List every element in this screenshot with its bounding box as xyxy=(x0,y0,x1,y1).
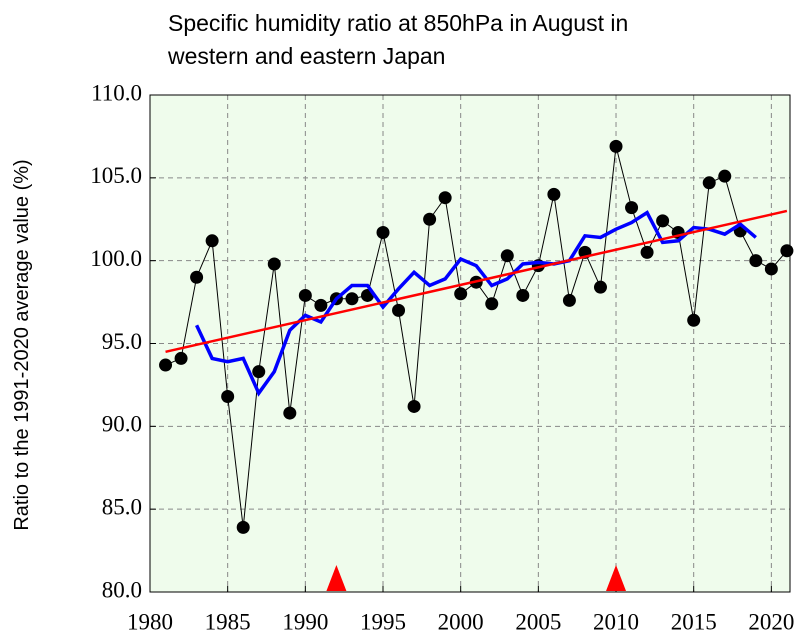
data-point xyxy=(640,245,654,259)
y-axis-label: Ratio to the 1991-2020 average value (%) xyxy=(11,159,33,530)
data-point xyxy=(407,399,421,413)
data-point xyxy=(236,520,250,534)
x-tick-label: 2015 xyxy=(671,609,717,634)
y-tick-label: 80.0 xyxy=(102,577,142,602)
y-tick-label: 105.0 xyxy=(90,163,142,188)
data-point xyxy=(454,287,468,301)
data-point xyxy=(376,226,390,240)
data-point xyxy=(423,212,437,226)
chart-title: western and eastern Japan xyxy=(167,43,445,69)
data-point xyxy=(687,313,701,327)
event-triangle xyxy=(326,565,347,591)
data-point xyxy=(283,406,297,420)
data-point xyxy=(174,351,188,365)
data-point xyxy=(547,187,561,201)
data-point xyxy=(500,249,514,263)
data-point xyxy=(485,297,499,311)
y-tick-label: 90.0 xyxy=(102,412,142,437)
data-point xyxy=(252,365,266,379)
data-point xyxy=(780,244,794,258)
data-point xyxy=(438,191,452,205)
data-point xyxy=(190,270,204,284)
x-tick-label: 2000 xyxy=(438,609,484,634)
data-point xyxy=(267,257,281,271)
data-point xyxy=(764,262,778,276)
data-point xyxy=(625,201,639,215)
event-triangle xyxy=(606,565,627,591)
plot-frame xyxy=(149,94,791,593)
data-point xyxy=(392,303,406,317)
data-point xyxy=(562,293,576,307)
x-tick-label: 1990 xyxy=(282,609,328,634)
x-tick-label: 1985 xyxy=(205,609,251,634)
y-tick-label: 110.0 xyxy=(91,80,142,105)
data-point xyxy=(345,292,359,306)
x-tick-label: 2020 xyxy=(748,609,794,634)
data-point xyxy=(749,254,763,268)
data-point xyxy=(298,288,312,302)
y-tick-label: 85.0 xyxy=(102,494,142,519)
data-point xyxy=(593,280,607,294)
series-line xyxy=(195,210,757,397)
data-point xyxy=(702,176,716,190)
data-point xyxy=(656,214,670,228)
chart-title: Specific humidity ratio at 850hPa in Aug… xyxy=(168,10,628,36)
data-point xyxy=(314,298,328,312)
data-point xyxy=(205,234,219,248)
series-line xyxy=(165,209,788,354)
data-point xyxy=(159,358,173,372)
data-point xyxy=(718,169,732,183)
x-tick-label: 1995 xyxy=(360,609,406,634)
y-tick-label: 95.0 xyxy=(102,329,142,354)
x-tick-label: 1980 xyxy=(127,609,173,634)
x-tick-label: 2010 xyxy=(593,609,639,634)
data-point xyxy=(516,288,530,302)
x-tick-label: 2005 xyxy=(515,609,561,634)
data-point xyxy=(221,390,235,404)
data-point xyxy=(609,139,623,153)
y-tick-label: 100.0 xyxy=(90,246,142,271)
